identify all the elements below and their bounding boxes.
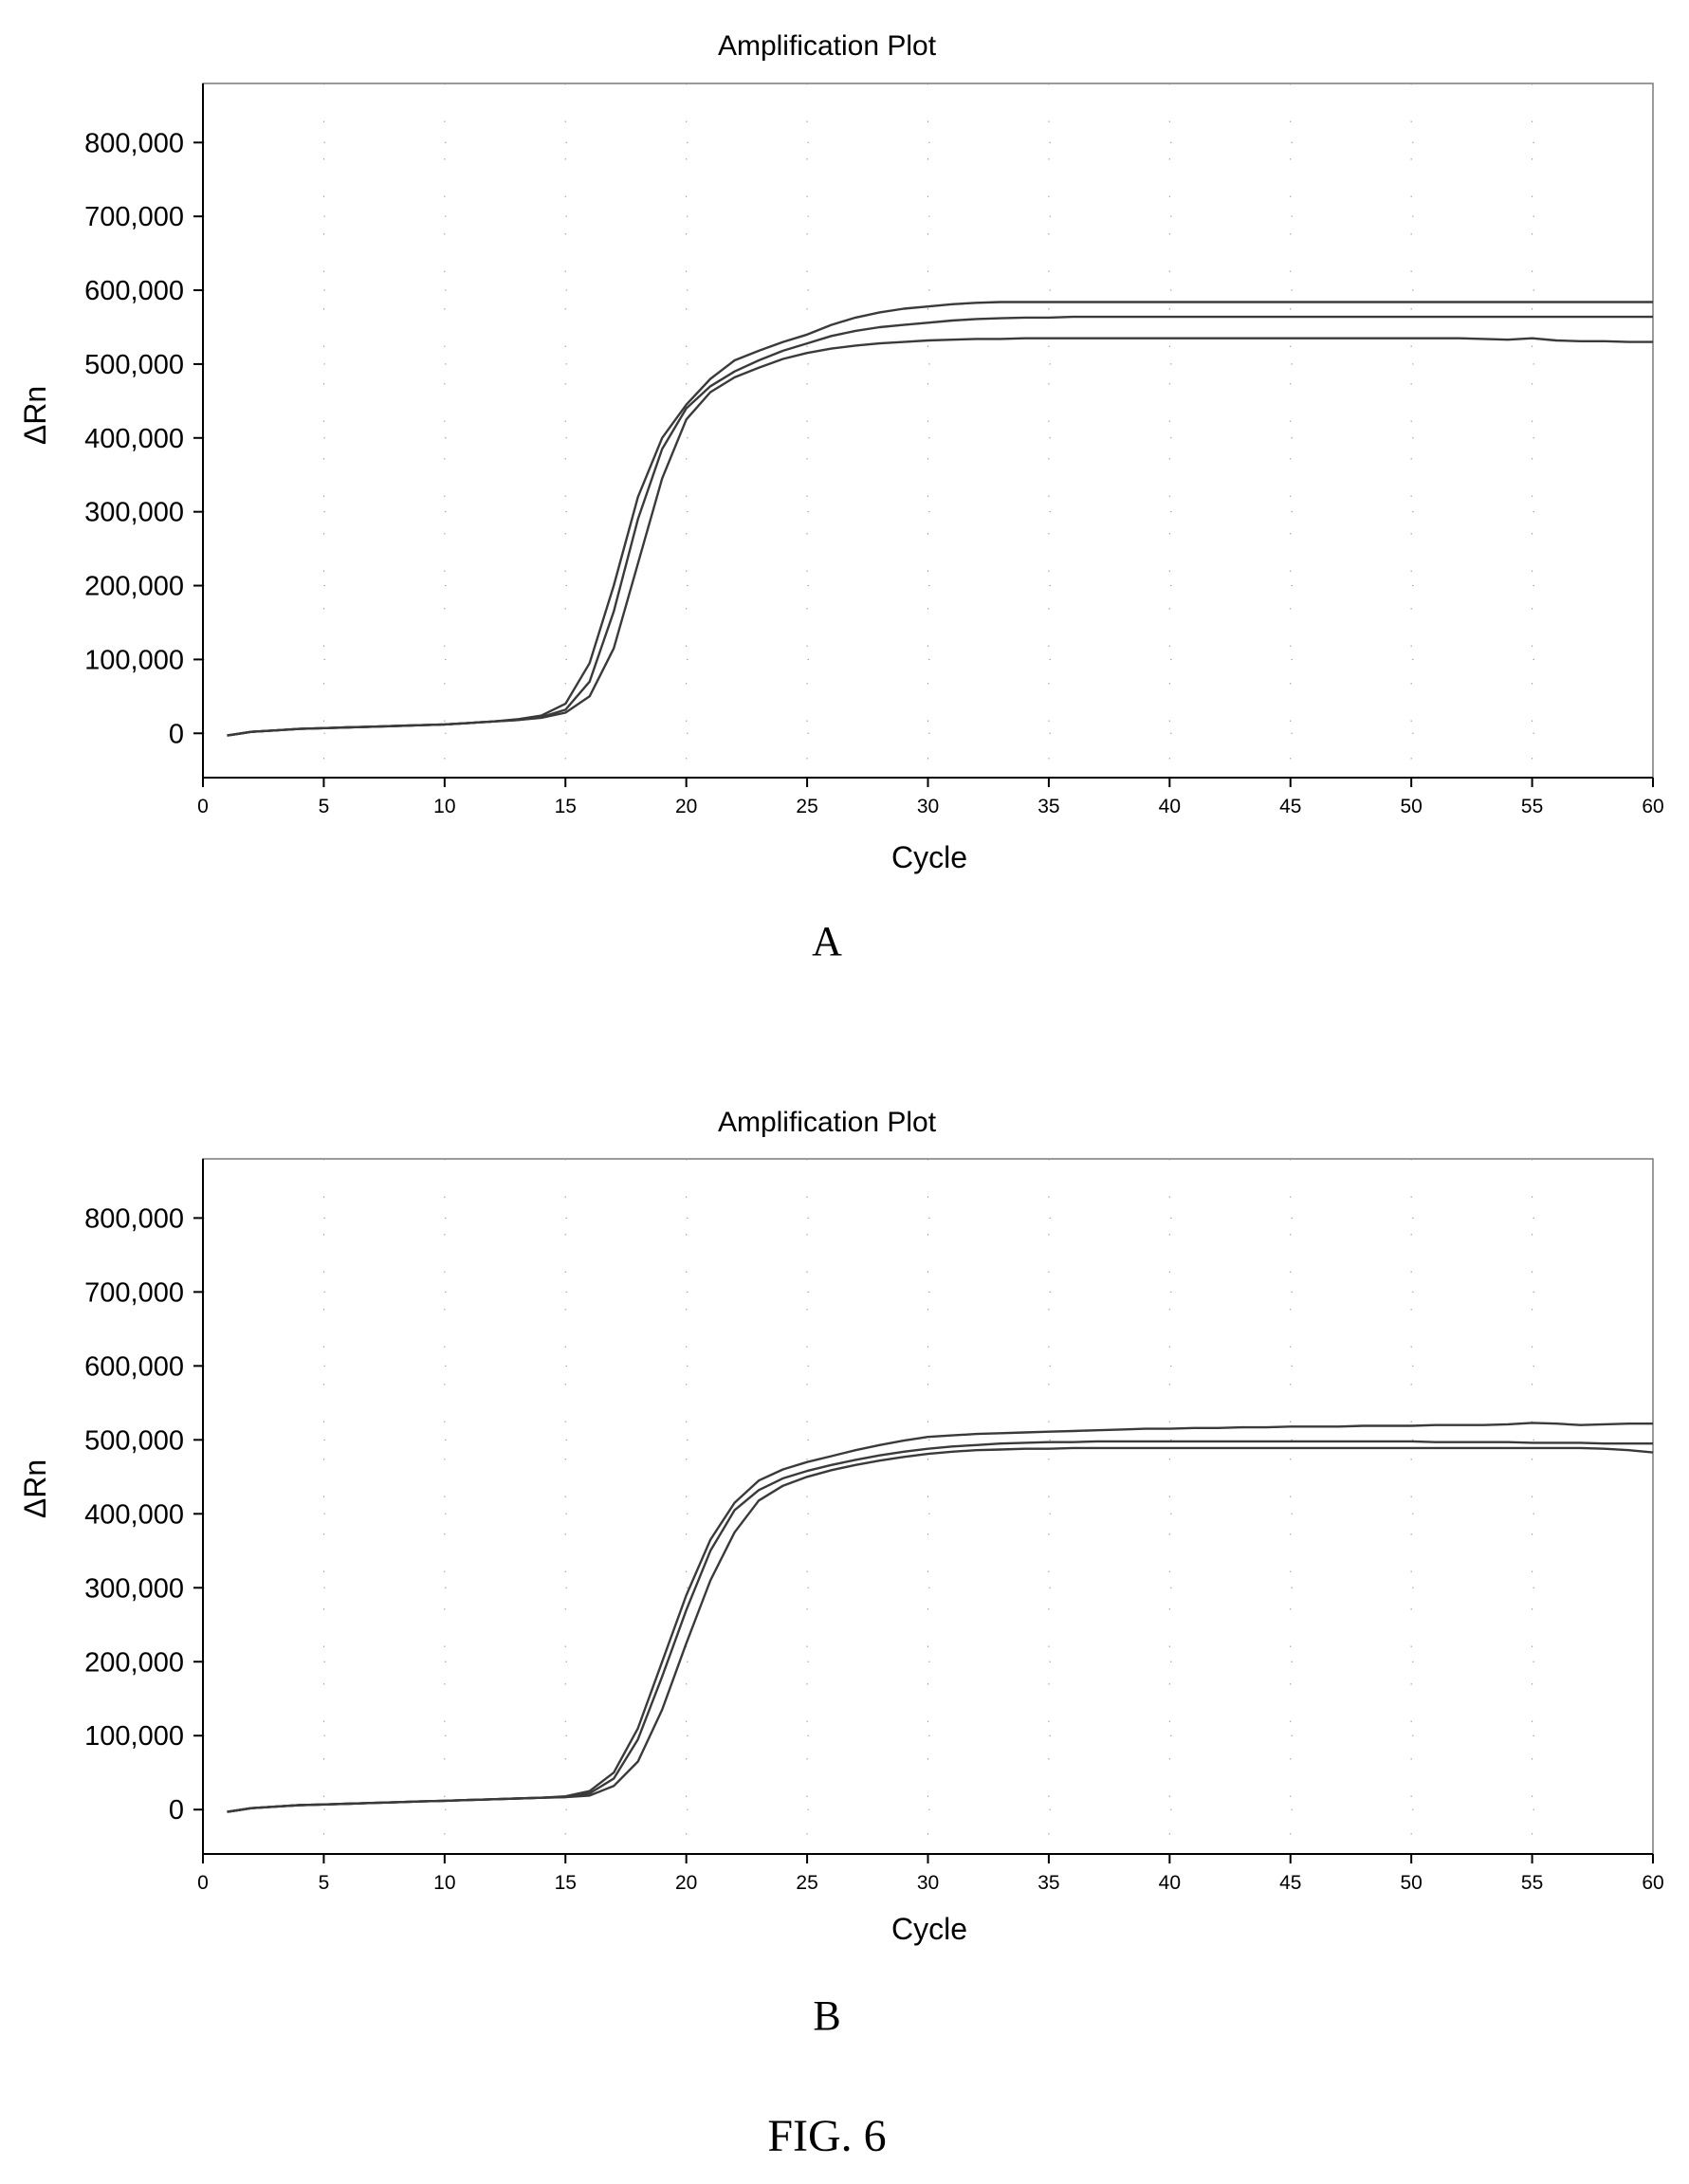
- y-tick-label: 300,000: [84, 498, 184, 528]
- x-tick-label: 5: [319, 1872, 330, 1894]
- y-axis-label: ΔRn: [18, 1459, 52, 1518]
- figure-label: FIG. 6: [767, 2111, 886, 2161]
- y-tick-label: 500,000: [84, 350, 184, 380]
- x-tick-label: 20: [675, 796, 697, 817]
- y-tick-label: 600,000: [84, 1351, 184, 1382]
- series-line-3: [227, 337, 1653, 737]
- y-tick-label: 500,000: [84, 1425, 184, 1456]
- y-tick-label: 800,000: [84, 128, 184, 158]
- x-tick-label: 15: [555, 796, 577, 817]
- x-tick-label: 30: [917, 1872, 939, 1894]
- x-tick-label: 10: [433, 1872, 455, 1894]
- y-tick-label: 0: [169, 1795, 184, 1826]
- y-tick-label: 200,000: [84, 1647, 184, 1678]
- x-tick-label: 15: [555, 1872, 577, 1894]
- y-tick-label: 700,000: [84, 202, 184, 232]
- x-tick-label: 45: [1279, 796, 1301, 817]
- x-tick-label: 25: [796, 1872, 817, 1894]
- series-line-3: [227, 1446, 1654, 1813]
- chart-title: Amplification Plot: [718, 1107, 937, 1138]
- y-tick-label: 400,000: [84, 1499, 184, 1530]
- x-tick-label: 0: [197, 1872, 209, 1894]
- x-tick-label: 50: [1400, 796, 1422, 817]
- chart-panel-a: Amplification Plot ΔRn Cycle A 0 100,000 2…: [18, 30, 1664, 964]
- x-tick-label: 40: [1159, 796, 1181, 817]
- x-tick-label: 55: [1521, 1872, 1543, 1894]
- y-tick-label: 300,000: [84, 1573, 184, 1604]
- x-tick-label: 35: [1037, 796, 1059, 817]
- chart-panel-b: Amplification Plot ΔRn Cycle B 0 100,000 2…: [18, 1107, 1664, 2039]
- x-tick-label: 5: [319, 796, 330, 817]
- y-tick-label: 600,000: [84, 276, 184, 306]
- y-tick-label: 700,000: [84, 1277, 184, 1308]
- x-axis-label: Cycle: [891, 1912, 967, 1946]
- y-tick-label: 400,000: [84, 424, 184, 454]
- y-tick-label: 800,000: [84, 1203, 184, 1234]
- x-tick-label: 10: [433, 796, 455, 817]
- x-tick-label: 60: [1642, 1872, 1663, 1894]
- panel-label: A: [812, 918, 842, 964]
- x-tick-label: 0: [197, 796, 209, 817]
- y-tick-label: 200,000: [84, 572, 184, 602]
- y-tick-label: 100,000: [84, 1721, 184, 1752]
- x-tick-label: 50: [1400, 1872, 1422, 1894]
- x-tick-label: 45: [1279, 1872, 1301, 1894]
- y-axis-label: ΔRn: [18, 386, 52, 445]
- x-tick-label: 30: [917, 796, 939, 817]
- y-tick-label: 100,000: [84, 645, 184, 675]
- x-tick-label: 35: [1037, 1872, 1059, 1894]
- x-tick-label: 25: [796, 796, 817, 817]
- chart-title: Amplification Plot: [718, 30, 937, 62]
- x-tick-label: 55: [1521, 796, 1543, 817]
- x-tick-label: 60: [1642, 796, 1663, 817]
- panel-label: B: [813, 1992, 840, 2039]
- y-tick-label: 0: [169, 719, 184, 749]
- x-tick-label: 40: [1159, 1872, 1181, 1894]
- x-tick-label: 20: [675, 1872, 697, 1894]
- x-axis-label: Cycle: [891, 840, 967, 874]
